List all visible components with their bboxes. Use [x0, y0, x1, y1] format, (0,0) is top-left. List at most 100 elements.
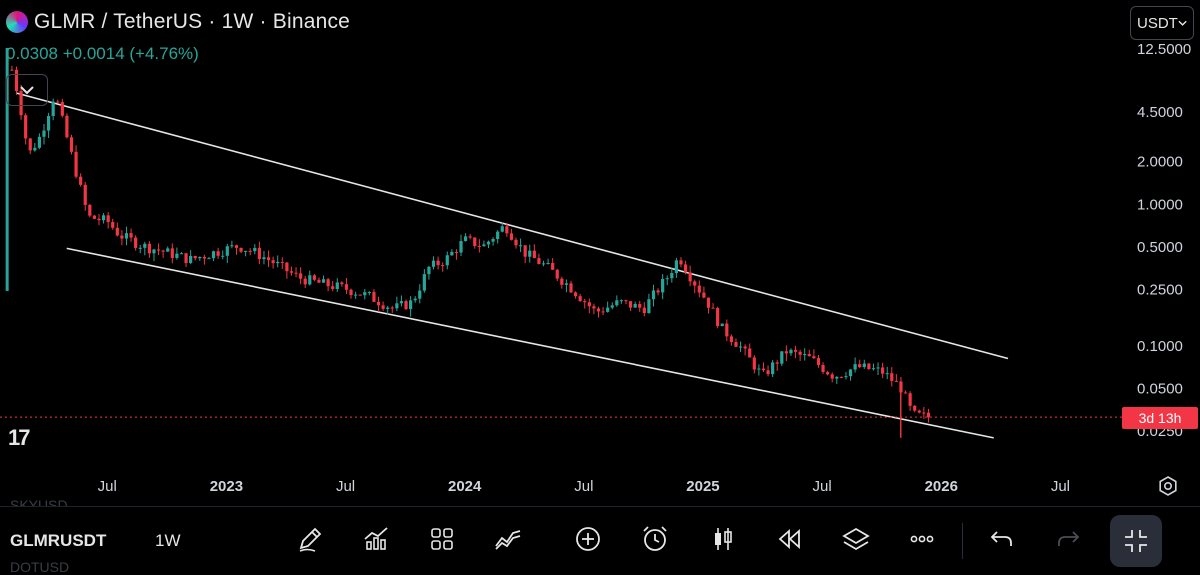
candle-body — [376, 301, 381, 306]
candle-body — [56, 101, 60, 103]
candle-body — [509, 233, 514, 240]
candle-body — [500, 226, 504, 232]
candle-body — [308, 275, 312, 285]
candle-body — [289, 271, 294, 273]
alert-button[interactable] — [637, 521, 673, 557]
candle-body — [477, 246, 481, 248]
y-tick-label: 2.0000 — [1137, 154, 1183, 171]
compare-button[interactable] — [490, 521, 526, 557]
candle-body — [427, 266, 431, 275]
layers-button[interactable] — [838, 521, 874, 557]
undo-button[interactable] — [984, 521, 1020, 557]
tradingview-logo-icon[interactable]: 17 — [8, 425, 31, 450]
candle-body — [771, 362, 775, 375]
candle-body — [101, 215, 106, 221]
candle-body — [10, 69, 14, 71]
candle-body — [216, 251, 220, 256]
drawing-tool-button[interactable] — [292, 521, 328, 557]
candle-body — [276, 261, 280, 264]
candle-body — [647, 299, 651, 314]
candle-body — [555, 269, 559, 279]
candle-body — [441, 265, 445, 267]
candle-body — [463, 236, 468, 242]
candle-body — [450, 251, 454, 256]
candle-body — [638, 303, 642, 308]
y-tick-label: 0.5000 — [1137, 239, 1183, 256]
candle-body — [881, 367, 885, 374]
candle-body — [482, 244, 486, 247]
candle-body — [189, 256, 193, 263]
candle-body — [913, 405, 917, 411]
redo-button[interactable] — [1050, 521, 1086, 557]
currency-selector[interactable]: USDT — [1130, 6, 1194, 40]
candle-body — [633, 303, 637, 308]
candle-body — [413, 298, 417, 301]
candle-body — [409, 300, 413, 310]
candle-body — [372, 292, 376, 302]
candle-body — [60, 102, 64, 116]
replay-icon — [778, 528, 800, 550]
x-tick-label: Jul — [336, 478, 355, 495]
candle-body — [386, 307, 390, 309]
candle-body — [340, 282, 344, 285]
candle-body — [312, 275, 316, 280]
candle-body — [844, 376, 848, 378]
add-button[interactable] — [570, 521, 606, 557]
timeframe-button[interactable]: 1W — [155, 531, 181, 550]
candle-body — [780, 351, 784, 364]
candle-body — [211, 251, 216, 259]
symbol-title[interactable]: GLMR / TetherUS · 1W · Binance — [34, 10, 351, 33]
candles — [5, 48, 931, 438]
candle-body — [711, 307, 715, 309]
candle-body — [624, 300, 628, 302]
gear-icon — [1159, 476, 1177, 496]
x-tick-label: Jul — [98, 478, 117, 495]
candle-body — [706, 297, 711, 308]
candle-body — [331, 286, 335, 289]
candle-body — [239, 247, 243, 252]
candle-body — [523, 245, 527, 257]
candle-body — [720, 323, 724, 327]
price-chart[interactable]: 12.5000 4.5000 2.0000 1.0000 0.5000 0.2500 0.1… — [0, 0, 1200, 500]
candle-body — [468, 236, 472, 238]
candle-body — [674, 260, 678, 274]
chart-settings-button[interactable] — [1156, 474, 1180, 503]
y-tick-label: 4.5000 — [1137, 104, 1183, 121]
candle-body — [858, 364, 862, 368]
candle-body — [147, 243, 151, 254]
candle-body — [299, 273, 303, 279]
collapse-legend-button[interactable] — [6, 74, 48, 106]
candle-body — [459, 241, 463, 253]
candle-body — [615, 300, 619, 306]
candle-body — [422, 274, 426, 291]
currency-label: USDT — [1137, 14, 1178, 32]
replay-button[interactable] — [772, 521, 808, 557]
candle-body — [28, 138, 32, 151]
templates-icon — [431, 528, 453, 550]
indicators-button[interactable] — [358, 521, 394, 557]
candle-body — [592, 306, 596, 309]
y-tick-label: 0.2500 — [1137, 281, 1183, 298]
candle-body — [601, 311, 605, 313]
candle-body — [606, 307, 610, 312]
candle-body — [578, 296, 582, 302]
candle-body — [743, 346, 747, 349]
trendline-lower[interactable] — [66, 247, 994, 439]
symbol-button[interactable]: GLMRUSDT — [10, 531, 107, 550]
candle-body — [271, 260, 275, 264]
candle-body — [665, 278, 669, 280]
candle-body — [161, 250, 165, 252]
more-button[interactable] — [904, 521, 940, 557]
fullscreen-button[interactable] — [1110, 515, 1162, 567]
candle-body — [496, 231, 500, 239]
chart-type-button[interactable] — [705, 521, 741, 557]
candle-body — [244, 250, 248, 252]
trendline-upper[interactable] — [16, 92, 1009, 360]
candle-body — [642, 307, 646, 314]
candle-body — [926, 412, 931, 418]
templates-button[interactable] — [424, 521, 460, 557]
candle-body — [221, 255, 225, 257]
x-tick-label: 2023 — [210, 478, 243, 495]
candle-body — [69, 137, 74, 152]
candle-body — [257, 247, 261, 260]
